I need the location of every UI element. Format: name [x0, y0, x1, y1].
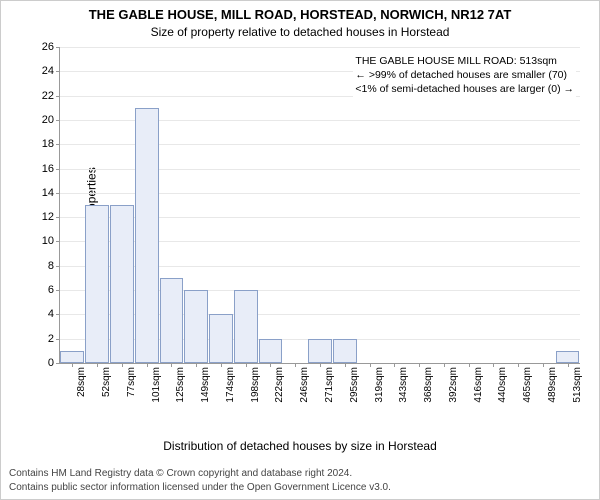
y-tick-label: 24	[42, 65, 54, 77]
x-tick-mark	[295, 363, 296, 367]
bar	[333, 339, 357, 363]
y-tick-mark	[56, 96, 60, 97]
x-tick-mark	[394, 363, 395, 367]
x-tick-label: 416sqm	[473, 367, 484, 403]
annotation-line-1: THE GABLE HOUSE MILL ROAD: 513sqm	[355, 54, 574, 68]
y-tick-mark	[56, 47, 60, 48]
x-tick-mark	[444, 363, 445, 367]
chart-container: THE GABLE HOUSE, MILL ROAD, HORSTEAD, NO…	[0, 0, 600, 500]
x-tick-label: 222sqm	[274, 367, 285, 403]
annotation-box: THE GABLE HOUSE MILL ROAD: 513sqm ← >99%…	[353, 53, 576, 98]
footer-line-2: Contains public sector information licen…	[9, 482, 391, 493]
y-tick-label: 6	[48, 284, 54, 296]
y-tick-label: 18	[42, 138, 54, 150]
y-tick-mark	[56, 169, 60, 170]
x-tick-label: 52sqm	[101, 367, 112, 397]
annotation-line-2: ← >99% of detached houses are smaller (7…	[355, 69, 567, 81]
x-tick-mark	[518, 363, 519, 367]
bar	[234, 290, 258, 363]
x-tick-mark	[196, 363, 197, 367]
y-tick-mark	[56, 193, 60, 194]
x-tick-label: 465sqm	[522, 367, 533, 403]
y-tick-label: 22	[42, 90, 54, 102]
y-tick-mark	[56, 217, 60, 218]
y-tick-mark	[56, 339, 60, 340]
bar	[556, 351, 580, 363]
x-tick-mark	[72, 363, 73, 367]
y-tick-label: 10	[42, 235, 54, 247]
y-tick-mark	[56, 120, 60, 121]
y-tick-mark	[56, 314, 60, 315]
bar	[259, 339, 283, 363]
y-tick-mark	[56, 144, 60, 145]
x-tick-mark	[370, 363, 371, 367]
x-tick-label: 513sqm	[572, 367, 583, 403]
y-tick-label: 0	[48, 357, 54, 369]
y-tick-label: 8	[48, 260, 54, 272]
x-tick-label: 28sqm	[76, 367, 87, 397]
x-tick-label: 440sqm	[497, 367, 508, 403]
x-tick-mark	[171, 363, 172, 367]
x-tick-label: 125sqm	[175, 367, 186, 403]
plot-area: THE GABLE HOUSE MILL ROAD: 513sqm ← >99%…	[59, 47, 580, 364]
y-tick-label: 4	[48, 308, 54, 320]
x-tick-label: 246sqm	[299, 367, 310, 403]
footer-line-1: Contains HM Land Registry data © Crown c…	[9, 468, 352, 479]
x-tick-mark	[320, 363, 321, 367]
x-tick-label: 368sqm	[423, 367, 434, 403]
y-tick-label: 16	[42, 163, 54, 175]
x-tick-label: 489sqm	[547, 367, 558, 403]
x-tick-label: 343sqm	[398, 367, 409, 403]
x-tick-mark	[246, 363, 247, 367]
x-tick-mark	[122, 363, 123, 367]
bar	[308, 339, 332, 363]
x-tick-mark	[147, 363, 148, 367]
bar	[135, 108, 159, 363]
y-tick-mark	[56, 290, 60, 291]
y-tick-mark	[56, 71, 60, 72]
bar	[60, 351, 84, 363]
y-tick-label: 14	[42, 187, 54, 199]
x-tick-label: 271sqm	[324, 367, 335, 403]
bar	[110, 205, 134, 363]
x-tick-mark	[270, 363, 271, 367]
x-tick-mark	[97, 363, 98, 367]
y-tick-mark	[56, 363, 60, 364]
x-tick-label: 101sqm	[151, 367, 162, 403]
x-tick-mark	[469, 363, 470, 367]
y-tick-label: 26	[42, 41, 54, 53]
x-axis-label: Distribution of detached houses by size …	[1, 439, 599, 453]
chart-subtitle: Size of property relative to detached ho…	[1, 25, 599, 39]
x-tick-label: 174sqm	[225, 367, 236, 403]
bar	[160, 278, 184, 363]
x-tick-label: 198sqm	[250, 367, 261, 403]
y-tick-label: 20	[42, 114, 54, 126]
bar	[209, 314, 233, 363]
chart-title: THE GABLE HOUSE, MILL ROAD, HORSTEAD, NO…	[1, 7, 599, 22]
x-tick-label: 295sqm	[349, 367, 360, 403]
y-tick-mark	[56, 266, 60, 267]
x-tick-mark	[221, 363, 222, 367]
y-tick-mark	[56, 241, 60, 242]
x-tick-mark	[345, 363, 346, 367]
annotation-line-3: <1% of semi-detached houses are larger (…	[355, 83, 574, 95]
x-tick-mark	[419, 363, 420, 367]
bar	[85, 205, 109, 363]
x-tick-label: 77sqm	[126, 367, 137, 397]
x-tick-mark	[493, 363, 494, 367]
x-tick-mark	[568, 363, 569, 367]
x-tick-mark	[543, 363, 544, 367]
x-tick-label: 319sqm	[374, 367, 385, 403]
y-tick-label: 12	[42, 211, 54, 223]
bar	[184, 290, 208, 363]
x-tick-label: 149sqm	[200, 367, 211, 403]
x-tick-label: 392sqm	[448, 367, 459, 403]
y-tick-label: 2	[48, 333, 54, 345]
